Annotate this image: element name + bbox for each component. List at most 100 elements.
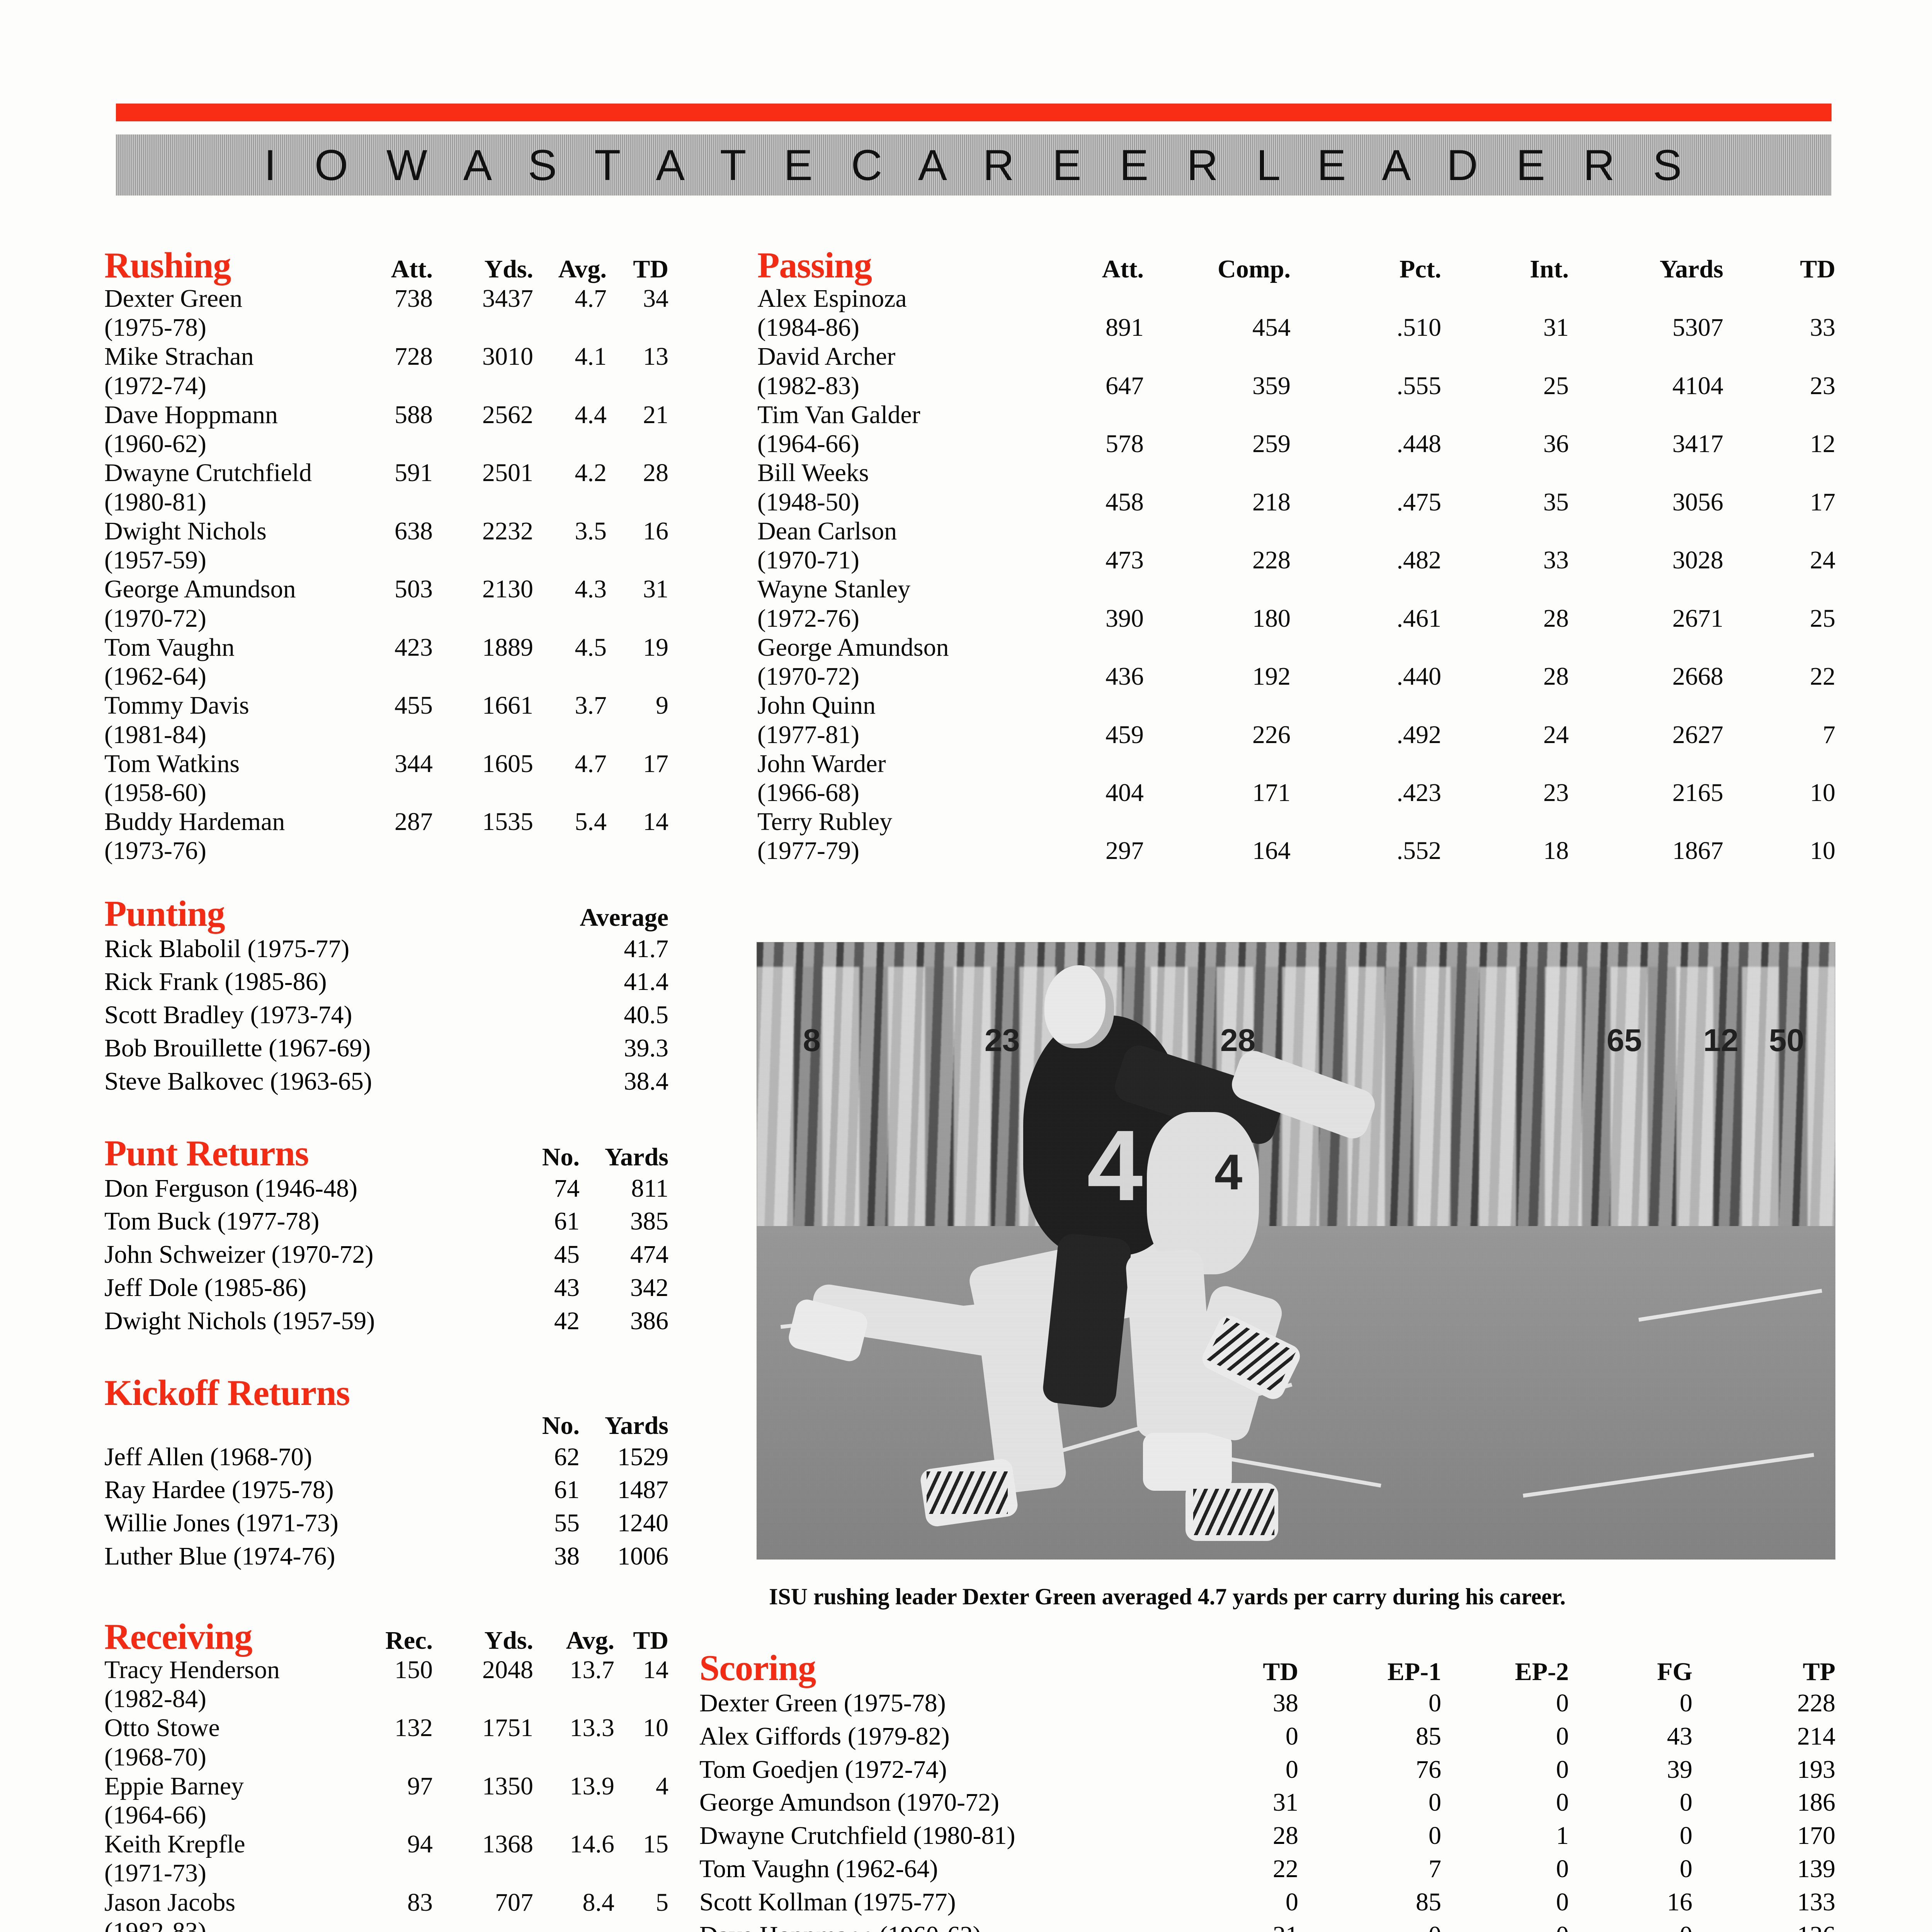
stat-avg: 13.3	[570, 1714, 615, 1742]
stat-comp	[1144, 458, 1291, 487]
stat-ep1: 85	[1416, 1722, 1441, 1750]
stat-yards: 1529	[617, 1442, 668, 1471]
player-name: Ray Hardee (1975-78)	[104, 1476, 334, 1504]
table-row-years: (1958-60)	[104, 778, 668, 807]
stat-comp	[1144, 575, 1291, 604]
table-row-years: (1984-86) 891 454 .510 31 5307 33	[757, 313, 1835, 342]
rushing-body: Dexter Green 738 3437 4.7 34 (1975-78) Mike St…	[104, 284, 668, 866]
stat-pct-alt: .482	[1396, 546, 1442, 575]
page-title: I O W A S T A T E C A R E E R L E A D E …	[264, 141, 1695, 189]
stat-yds-alt	[433, 836, 533, 865]
table-row-years: (1960-62)	[104, 429, 668, 458]
stat-avg-alt	[533, 371, 607, 400]
stat-avg-alt	[533, 546, 607, 575]
stat-att: 344	[395, 749, 433, 778]
scoring-col-ep1: EP-1	[1387, 1658, 1441, 1686]
stat-avg-alt	[533, 604, 607, 633]
stat-pct-alt: .461	[1396, 604, 1442, 633]
section-scoring: Scoring TD EP-1 EP-2 FG TP Dexter Green …	[699, 1650, 1835, 1932]
table-row-years: (1977-81) 459 226 .492 24 2627 7	[757, 720, 1835, 749]
stat-int-alt: 31	[1543, 313, 1569, 342]
table-row: Dave Hoppmann 588 2562 4.4 21	[104, 400, 668, 429]
stat-att	[1028, 633, 1144, 662]
list-item: Steve Balkovec (1963-65) 38.4	[104, 1065, 668, 1098]
stat-att-alt	[352, 720, 433, 749]
table-row-years: (1980-81)	[104, 488, 668, 517]
punting-title: Punting	[104, 893, 225, 934]
stat-yds: 2501	[482, 459, 533, 487]
passing-col-int: Int.	[1530, 255, 1569, 283]
stat-yds-alt	[433, 488, 533, 517]
punt-returns-col-yards: Yards	[604, 1143, 668, 1171]
player-name: Tracy Henderson	[104, 1655, 280, 1684]
stat-comp	[1144, 342, 1291, 371]
stat-td-alt: 12	[1810, 430, 1835, 458]
passing-title-cell: Passing	[757, 247, 1028, 284]
stat-ep2: 0	[1556, 1788, 1569, 1817]
table-row: George Amundson 503 2130 4.3 31	[104, 575, 668, 604]
stat-comp-alt: 164	[1252, 837, 1291, 865]
stat-int-alt: 33	[1543, 546, 1569, 575]
player-name: David Archer	[757, 342, 896, 371]
stat-att-alt: 891	[1105, 313, 1144, 342]
stat-average: 41.7	[624, 934, 669, 963]
rushing-col-yds: Yds.	[484, 255, 533, 283]
table-row-years: (1962-64)	[104, 662, 668, 691]
stat-att: 287	[395, 808, 433, 836]
stat-td-alt	[607, 836, 668, 865]
stat-td: 0	[1286, 1888, 1298, 1916]
stat-avg: 13.7	[570, 1655, 615, 1684]
stat-avg-alt	[533, 488, 607, 517]
stat-att	[1028, 807, 1144, 836]
player-name: Jeff Allen (1968-70)	[104, 1442, 312, 1471]
player-name: Dwight Nichols	[104, 517, 267, 545]
stat-yards	[1569, 284, 1723, 313]
stat-no: 45	[554, 1240, 580, 1269]
table-row: Dean Carlson	[757, 517, 1835, 546]
stat-int	[1441, 807, 1569, 836]
player-years: (1977-81)	[757, 720, 859, 749]
stat-pct	[1291, 807, 1441, 836]
stat-int-alt: 25	[1543, 371, 1569, 400]
stat-yards-alt: 5307	[1672, 313, 1723, 342]
punt-returns-title-cell: Punt Returns	[104, 1135, 506, 1172]
stat-td-alt: 17	[1810, 488, 1835, 516]
stat-fg: 0	[1680, 1821, 1692, 1850]
table-row-years: (1982-83) 647 359 .555 25 4104 23	[757, 371, 1835, 400]
stat-ep2: 0	[1556, 1888, 1569, 1916]
stat-td: 0	[1286, 1722, 1298, 1750]
kickoff-spacer	[104, 1411, 506, 1440]
stat-fg: 0	[1680, 1788, 1692, 1817]
punt-returns-table: Punt Returns No. Yards Don Ferguson (194…	[104, 1135, 668, 1338]
stat-tp: 214	[1797, 1722, 1835, 1750]
stat-td: 19	[643, 633, 668, 662]
stat-int	[1441, 400, 1569, 429]
list-item: John Schweizer (1970-72) 45 474	[104, 1238, 668, 1271]
stat-yds: 707	[495, 1888, 533, 1917]
kickoff-col-no: No.	[542, 1411, 580, 1440]
stat-pct	[1291, 633, 1441, 662]
stat-comp	[1144, 749, 1291, 778]
list-item: Dexter Green (1975-78) 38 0 0 0 228	[699, 1687, 1835, 1720]
stat-att-alt: 647	[1105, 371, 1144, 400]
player-name: Terry Rubley	[757, 808, 893, 836]
stat-ep2: 0	[1556, 1722, 1569, 1750]
player-years: (1962-64)	[104, 662, 206, 691]
stat-ep1: 0	[1429, 1821, 1441, 1850]
scoring-header-row: Scoring TD EP-1 EP-2 FG TP	[699, 1650, 1835, 1687]
stat-fg: 16	[1667, 1888, 1692, 1916]
stat-yards	[1569, 517, 1723, 546]
runner-helmet	[1044, 965, 1114, 1048]
player-name: Keith Krepfle	[104, 1830, 245, 1859]
table-row-years: (1972-74)	[104, 371, 668, 400]
passing-col-comp: Comp.	[1218, 255, 1291, 283]
receiving-col-td: TD	[633, 1626, 668, 1655]
stat-yds-alt	[433, 604, 533, 633]
stat-tp: 193	[1797, 1755, 1835, 1784]
table-row: John Quinn	[757, 691, 1835, 720]
player-name: Tom Vaughn	[104, 633, 235, 662]
table-row-years: (1982-84)	[104, 1684, 668, 1713]
punting-title-cell: Punting	[104, 896, 498, 932]
player-name: Steve Balkovec (1963-65)	[104, 1067, 372, 1095]
stat-tp: 228	[1797, 1689, 1835, 1717]
